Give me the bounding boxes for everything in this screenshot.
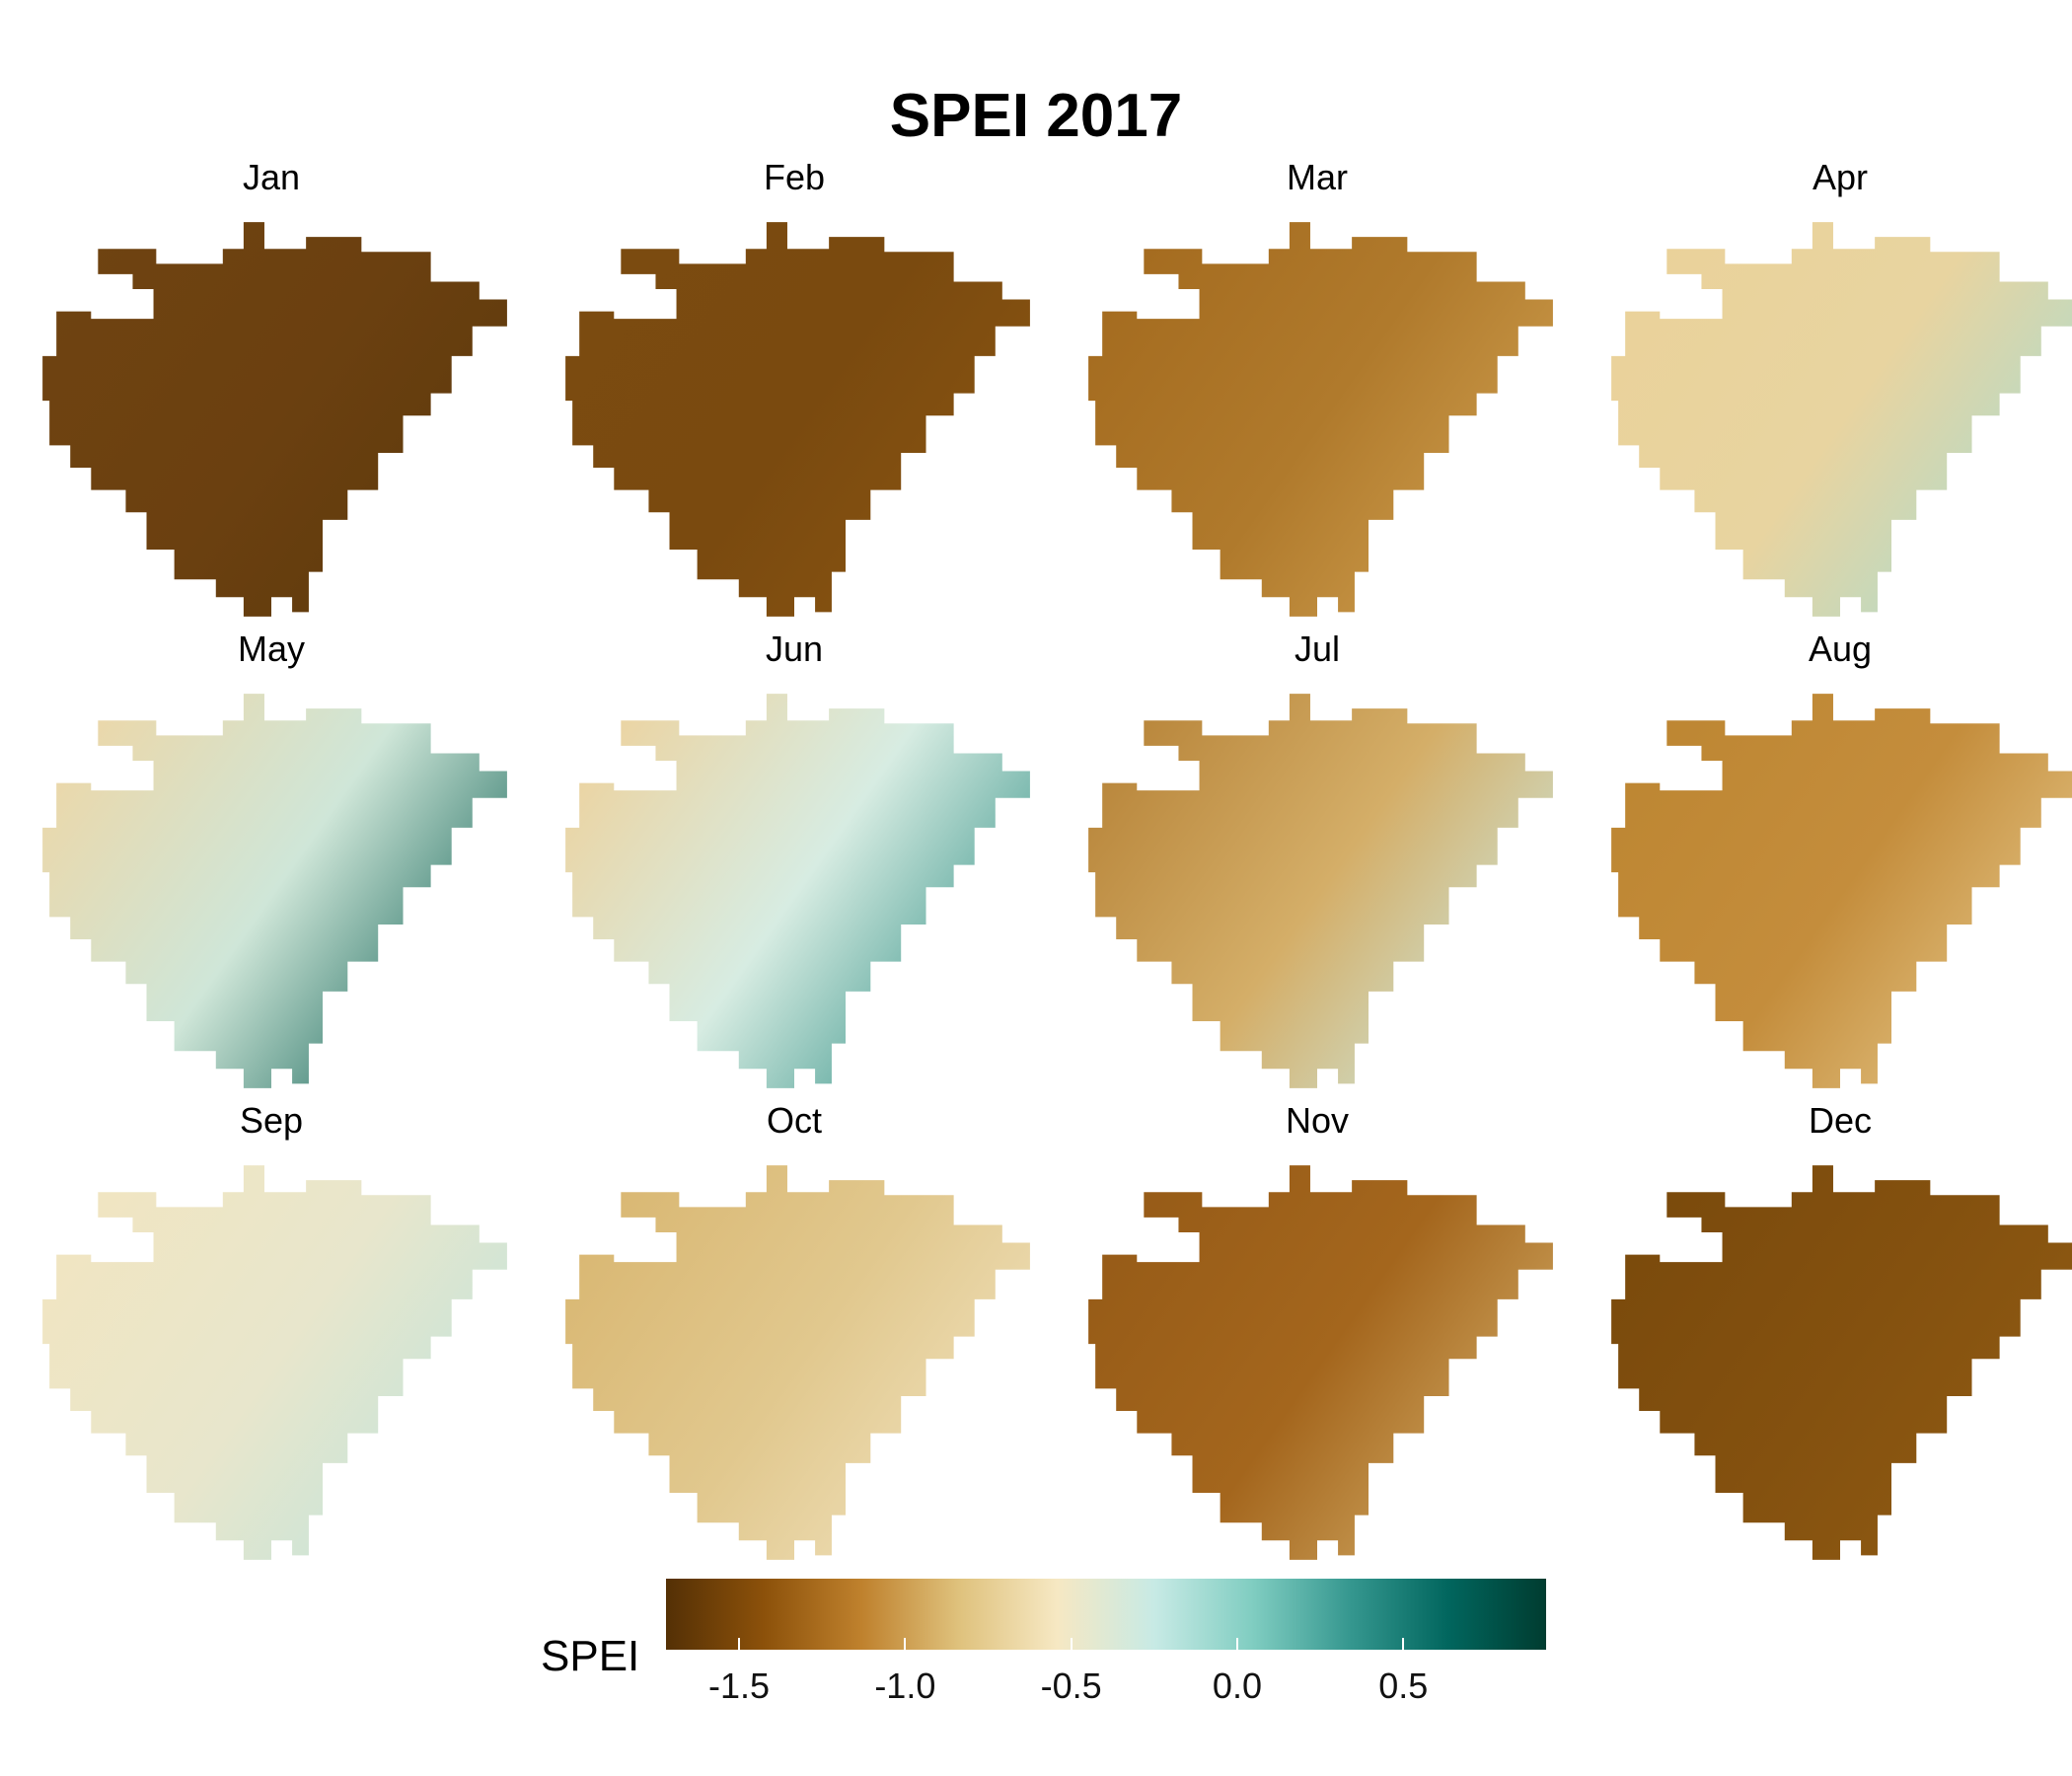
region-shape xyxy=(1611,222,2072,617)
color-legend: SPEI -1.5 -1.0 -0.5 0.0 0.5 xyxy=(523,1579,1608,1737)
panel-label: Apr xyxy=(1812,157,1869,197)
map-panel-mar: Mar xyxy=(1061,158,1574,631)
spei-map xyxy=(565,1165,1030,1560)
panel-label: Dec xyxy=(1808,1100,1873,1141)
map-panel-sep: Sep xyxy=(15,1101,528,1575)
legend-title: SPEI xyxy=(541,1632,640,1680)
region-shape xyxy=(565,222,1030,617)
map-panel-may: May xyxy=(15,629,528,1103)
legend-tick-mark xyxy=(1402,1638,1405,1650)
region-shape xyxy=(1088,1165,1553,1560)
panel-label: Jul xyxy=(1294,629,1341,669)
legend-tick-label: -1.5 xyxy=(708,1665,771,1706)
region-shape xyxy=(1611,1165,2072,1560)
region-shape xyxy=(565,694,1030,1088)
map-panel-dec: Dec xyxy=(1584,1101,2072,1575)
legend-colorbar xyxy=(666,1579,1546,1650)
map-panel-feb: Feb xyxy=(538,158,1051,631)
map-panel-jan: Jan xyxy=(15,158,528,631)
spei-map xyxy=(42,222,507,617)
map-panel-jun: Jun xyxy=(538,629,1051,1103)
panel-label: Mar xyxy=(1287,157,1348,197)
legend-tick-mark xyxy=(904,1638,907,1650)
region-shape xyxy=(565,1165,1030,1560)
panel-label: Nov xyxy=(1285,1100,1350,1141)
region-shape xyxy=(42,222,507,617)
region-shape xyxy=(1088,694,1553,1088)
map-panel-apr: Apr xyxy=(1584,158,2072,631)
panel-label: Oct xyxy=(766,1100,822,1141)
spei-map xyxy=(1611,222,2072,617)
spei-map xyxy=(1088,222,1553,617)
spei-map xyxy=(42,1165,507,1560)
legend-tick-label: -0.5 xyxy=(1040,1665,1102,1706)
legend-tick-mark xyxy=(1070,1638,1073,1650)
spei-map xyxy=(565,694,1030,1088)
panel-label: Jan xyxy=(242,157,301,197)
panel-label: May xyxy=(237,629,305,669)
map-panel-nov: Nov xyxy=(1061,1101,1574,1575)
legend-tick-label: 0.5 xyxy=(1378,1665,1429,1706)
figure-title: SPEI 2017 xyxy=(889,82,1183,150)
panel-label: Jun xyxy=(765,629,824,669)
region-shape xyxy=(1611,694,2072,1088)
spei-map xyxy=(1611,694,2072,1088)
spei-map xyxy=(1088,1165,1553,1560)
legend-tick-label: -1.0 xyxy=(874,1665,936,1706)
map-panel-oct: Oct xyxy=(538,1101,1051,1575)
map-panel-jul: Jul xyxy=(1061,629,1574,1103)
legend-tick-label: 0.0 xyxy=(1212,1665,1262,1706)
panel-label: Aug xyxy=(1808,629,1873,669)
spei-map xyxy=(565,222,1030,617)
panel-label: Feb xyxy=(763,157,826,197)
spei-map xyxy=(42,694,507,1088)
region-shape xyxy=(1088,222,1553,617)
legend-tick-mark xyxy=(738,1638,741,1650)
region-shape xyxy=(42,1165,507,1560)
legend-tick-mark xyxy=(1235,1638,1238,1650)
spei-map xyxy=(1611,1165,2072,1560)
region-shape xyxy=(42,694,507,1088)
map-panel-aug: Aug xyxy=(1584,629,2072,1103)
spei-map xyxy=(1088,694,1553,1088)
panel-label: Sep xyxy=(239,1100,304,1141)
